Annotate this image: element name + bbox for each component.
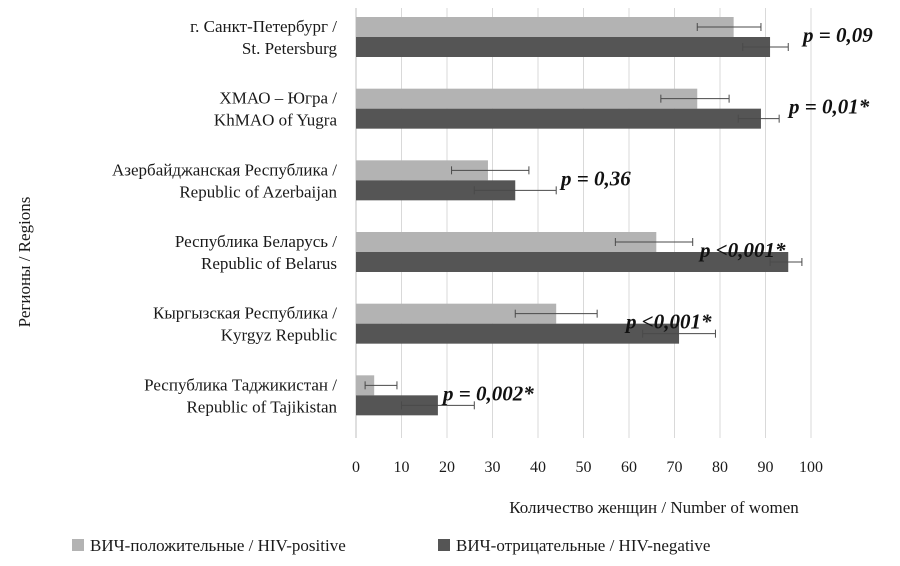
legend-swatch-hiv-negative [438,539,450,551]
p-value-annotation-1: p = 0,01* [787,95,870,119]
category-label-en-4: Kyrgyz Republic [221,326,338,345]
bar-hiv-negative-3 [356,252,789,272]
category-label-ru-3: Республика Беларусь / [175,232,337,251]
category-label-ru-0: г. Санкт-Петербург / [190,17,337,36]
category-labels: г. Санкт-Петербург / St. Petersburg ХМАО –… [112,17,337,416]
p-value-annotations: p = 0,09 p = 0,01* p = 0,36 p <0,001* p <0,0… [441,23,873,405]
x-tick-label-80: 80 [712,459,728,476]
error-bar-hiv-positive-5 [364,381,398,390]
error-bar-hiv-negative-5 [401,401,475,410]
error-bar-hiv-negative-3 [769,258,803,266]
error-bar-hiv-negative-4 [642,329,716,338]
x-tick-label-60: 60 [621,459,637,476]
category-label-ru-5: Республика Таджикистан / [144,375,337,394]
p-value-annotation-5: p = 0,002* [441,381,534,405]
x-tick-label-40: 40 [530,459,546,476]
bar-hiv-positive-4 [356,303,557,324]
bar-hiv-positive-3 [356,232,657,252]
x-tick-label-20: 20 [439,459,455,476]
x-tick-labels: 0 10 20 30 40 50 60 70 80 90 100 [352,459,823,476]
p-value-annotation-2: p = 0,36 [559,166,631,190]
error-bar-hiv-positive-3 [614,238,694,246]
error-bar-hiv-negative-2 [473,186,557,195]
category-label-en-5: Republic of Tajikistan [186,397,337,416]
x-tick-label-0: 0 [352,459,360,476]
x-axis-title: Количество женщин / Number of women [509,498,799,517]
legend-swatch-hiv-positive [72,539,84,551]
bar-hiv-negative-5 [356,395,438,416]
error-bar-hiv-positive-0 [696,23,762,31]
category-label-en-3: Republic of Belarus [201,254,337,273]
x-tick-label-30: 30 [485,459,501,476]
category-label-en-1: KhMAO of Yugra [214,111,338,130]
category-label-ru-2: Азербайджанская Республика / [112,160,337,179]
error-bar-hiv-negative-0 [742,43,789,51]
error-bar-hiv-negative-1 [737,114,780,123]
legend: ВИЧ-положительные / HIV-positive ВИЧ-отр… [72,536,710,555]
p-value-annotation-0: p = 0,09 [801,23,873,47]
error-bar-hiv-positive-1 [660,94,730,103]
x-tick-label-70: 70 [667,459,683,476]
bar-hiv-positive-0 [356,17,734,37]
error-bar-hiv-positive-4 [514,309,598,318]
x-tick-label-90: 90 [758,459,774,476]
p-value-annotation-4: p <0,001* [624,310,712,334]
x-tick-label-10: 10 [394,459,410,476]
category-label-ru-1: ХМАО – Югра / [219,89,337,108]
x-tick-label-50: 50 [576,459,592,476]
grid-layer [355,8,812,438]
legend-label-hiv-positive: ВИЧ-положительные / HIV-positive [90,536,346,555]
bar-hiv-negative-2 [356,180,516,201]
bar-hiv-positive-1 [356,88,698,109]
x-tick-label-100: 100 [799,459,823,476]
bar-layer [356,17,803,416]
bar-hiv-negative-1 [356,108,761,129]
error-bar-hiv-positive-2 [451,166,530,175]
category-label-en-2: Republic of Azerbaijan [179,182,337,201]
bar-hiv-negative-4 [356,323,680,344]
legend-label-hiv-negative: ВИЧ-отрицательные / HIV-negative [456,536,710,555]
category-label-en-0: St. Petersburg [242,39,338,58]
y-axis-title: Регионы / Regions [15,197,34,328]
bar-hiv-negative-0 [356,37,771,57]
bar-hiv-positive-2 [356,160,488,181]
category-label-ru-4: Кыргызская Республика / [153,304,337,323]
p-value-annotation-3: p <0,001* [698,238,786,262]
